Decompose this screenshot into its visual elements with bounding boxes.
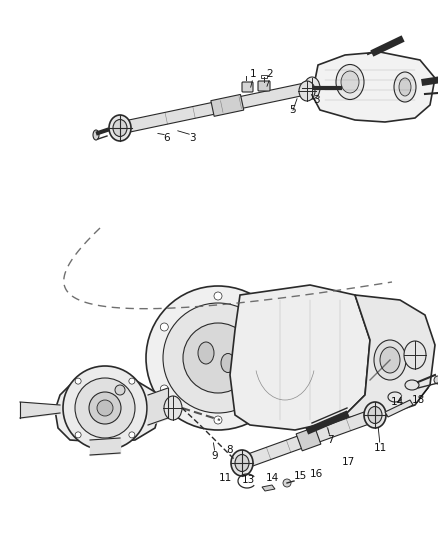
Ellipse shape bbox=[231, 450, 253, 476]
Circle shape bbox=[160, 385, 168, 393]
Text: 13: 13 bbox=[241, 475, 254, 485]
Circle shape bbox=[268, 385, 276, 393]
Text: 11: 11 bbox=[373, 443, 387, 453]
Text: 17: 17 bbox=[341, 457, 355, 467]
Text: 8: 8 bbox=[227, 445, 233, 455]
Ellipse shape bbox=[380, 347, 400, 373]
Bar bbox=[261, 75, 267, 78]
Ellipse shape bbox=[109, 115, 131, 141]
Ellipse shape bbox=[405, 380, 419, 390]
Ellipse shape bbox=[336, 64, 364, 100]
Circle shape bbox=[146, 286, 290, 430]
Text: 15: 15 bbox=[293, 471, 307, 481]
Text: 16: 16 bbox=[309, 469, 323, 479]
Ellipse shape bbox=[399, 78, 411, 96]
Ellipse shape bbox=[368, 407, 382, 424]
Circle shape bbox=[129, 432, 135, 438]
Polygon shape bbox=[240, 409, 377, 469]
Ellipse shape bbox=[394, 72, 416, 102]
Circle shape bbox=[115, 385, 125, 395]
Circle shape bbox=[268, 323, 276, 331]
Text: 3: 3 bbox=[189, 133, 195, 143]
Polygon shape bbox=[340, 295, 435, 420]
Circle shape bbox=[75, 432, 81, 438]
Circle shape bbox=[183, 323, 253, 393]
FancyBboxPatch shape bbox=[258, 81, 270, 91]
Polygon shape bbox=[312, 52, 435, 122]
Circle shape bbox=[160, 323, 168, 331]
Circle shape bbox=[75, 378, 81, 384]
Polygon shape bbox=[385, 400, 413, 417]
Text: 5: 5 bbox=[289, 105, 295, 115]
Ellipse shape bbox=[221, 353, 235, 373]
FancyBboxPatch shape bbox=[242, 82, 253, 92]
Text: 14: 14 bbox=[265, 473, 279, 483]
Ellipse shape bbox=[364, 402, 386, 428]
Circle shape bbox=[163, 303, 273, 413]
Ellipse shape bbox=[299, 81, 315, 101]
Text: 7: 7 bbox=[327, 435, 333, 445]
Circle shape bbox=[89, 392, 121, 424]
Polygon shape bbox=[296, 427, 321, 451]
Ellipse shape bbox=[374, 340, 406, 380]
Polygon shape bbox=[230, 285, 370, 430]
Text: 1: 1 bbox=[250, 69, 256, 79]
Ellipse shape bbox=[93, 130, 99, 140]
Text: 6: 6 bbox=[164, 133, 170, 143]
Ellipse shape bbox=[164, 396, 182, 420]
Circle shape bbox=[129, 378, 135, 384]
Ellipse shape bbox=[404, 341, 426, 369]
Ellipse shape bbox=[198, 342, 214, 364]
Circle shape bbox=[283, 479, 291, 487]
Polygon shape bbox=[119, 83, 306, 134]
Circle shape bbox=[63, 366, 147, 450]
Ellipse shape bbox=[235, 455, 249, 472]
Text: 3: 3 bbox=[313, 95, 319, 105]
Text: 14: 14 bbox=[390, 397, 404, 407]
Text: 2: 2 bbox=[267, 69, 273, 79]
Circle shape bbox=[97, 400, 113, 416]
Text: 11: 11 bbox=[219, 473, 232, 483]
Text: 9: 9 bbox=[212, 451, 218, 461]
Polygon shape bbox=[211, 94, 244, 116]
Polygon shape bbox=[262, 485, 275, 491]
Circle shape bbox=[434, 376, 438, 384]
Ellipse shape bbox=[341, 71, 359, 93]
Ellipse shape bbox=[304, 77, 320, 99]
Polygon shape bbox=[55, 378, 160, 442]
Circle shape bbox=[214, 416, 222, 424]
Text: 18: 18 bbox=[411, 395, 424, 405]
Circle shape bbox=[214, 292, 222, 300]
Circle shape bbox=[75, 378, 135, 438]
Ellipse shape bbox=[113, 119, 127, 136]
